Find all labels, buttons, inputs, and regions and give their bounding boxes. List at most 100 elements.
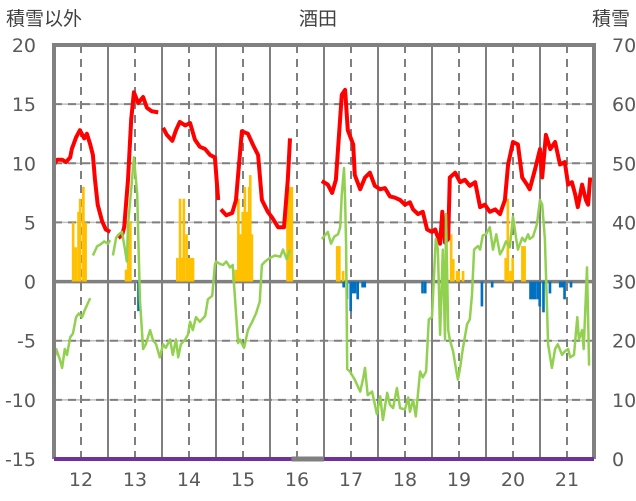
- gridlines: [54, 45, 594, 459]
- bar-positive: [180, 257, 184, 282]
- bar-positive: [506, 198, 510, 282]
- bar-positive: [335, 246, 339, 282]
- bar-positive: [288, 186, 292, 282]
- bar-negative: [542, 281, 545, 313]
- x-tick-label: 20: [501, 469, 525, 491]
- bar-negative: [569, 281, 573, 288]
- bar-negative: [349, 281, 353, 312]
- plot-frame: [52, 43, 596, 462]
- bar-positive: [84, 222, 87, 282]
- bar-positive: [185, 234, 188, 282]
- left-tick-label: 20: [12, 35, 36, 57]
- x-tick-label: 18: [393, 469, 417, 491]
- bar-positive: [241, 211, 245, 282]
- bar-negative: [361, 281, 364, 288]
- bar-positive: [82, 186, 85, 282]
- bar-positive: [78, 198, 82, 282]
- series-lines: [52, 87, 593, 422]
- bar-positive: [248, 175, 252, 282]
- bar-positive: [239, 234, 242, 282]
- x-tick-label: 13: [123, 469, 147, 491]
- left-tick-label: -10: [5, 390, 36, 412]
- bar-positive: [187, 257, 191, 282]
- left-axis-title: 積雪以外: [6, 8, 82, 30]
- x-tick-label: 21: [555, 469, 579, 491]
- bars: [71, 175, 573, 313]
- bar-negative: [356, 281, 360, 300]
- right-tick-label: 30: [612, 272, 636, 294]
- right-tick-label: 60: [612, 94, 636, 116]
- bar-negative: [558, 281, 562, 288]
- bar-positive: [521, 246, 524, 282]
- right-tick-label: 10: [612, 390, 636, 412]
- bar-positive: [338, 246, 341, 282]
- bar-positive: [245, 211, 249, 282]
- bar-negative: [342, 281, 346, 288]
- bar-positive: [504, 257, 508, 282]
- bar-positive: [129, 221, 132, 282]
- left-tick-label: 5: [24, 212, 36, 234]
- left-tick-label: 0: [24, 272, 36, 294]
- bar-negative: [563, 281, 566, 300]
- bar-negative: [538, 281, 542, 307]
- x-tick-label: 15: [231, 469, 255, 491]
- bar-positive: [341, 270, 345, 282]
- chart-title: 酒田: [299, 8, 337, 30]
- bar-negative: [353, 281, 357, 294]
- right-axis-title: 積雪: [592, 8, 630, 30]
- bar-positive: [250, 234, 254, 282]
- bar-negative: [533, 281, 537, 300]
- bar-negative: [531, 281, 535, 300]
- bar-positive: [451, 259, 455, 282]
- x-tick-label: 17: [339, 469, 363, 491]
- bar-positive: [124, 269, 128, 282]
- bar-negative: [490, 281, 494, 288]
- bar-negative: [480, 281, 484, 307]
- bar-negative: [536, 281, 539, 300]
- bar-negative: [561, 281, 564, 288]
- bar-positive: [182, 198, 186, 282]
- series-green-line: [52, 156, 591, 422]
- bar-positive: [523, 246, 526, 282]
- bar-positive: [71, 222, 75, 282]
- bar-negative: [548, 281, 552, 294]
- bar-positive: [461, 270, 465, 282]
- bar-positive: [243, 186, 247, 282]
- right-tick-label: 50: [612, 153, 636, 175]
- bar-positive: [178, 198, 182, 282]
- bar-negative: [529, 281, 532, 300]
- series-red-line: [52, 87, 593, 246]
- left-tick-label: 10: [12, 153, 36, 175]
- x-tick-label: 12: [69, 469, 93, 491]
- bar-positive: [176, 257, 179, 282]
- bar-negative: [137, 281, 140, 312]
- right-tick-label: 0: [612, 449, 624, 471]
- right-tick-label: 70: [612, 35, 636, 57]
- x-tick-label: 16: [285, 469, 309, 491]
- right-tick-label: 20: [612, 331, 636, 353]
- left-tick-label: 15: [12, 94, 36, 116]
- x-tick-label: 19: [447, 469, 471, 491]
- bar-positive: [290, 186, 294, 282]
- bar-positive: [509, 270, 512, 282]
- bar-positive: [457, 270, 461, 282]
- plot-border: [52, 43, 596, 459]
- bar-positive: [191, 257, 195, 282]
- left-tick-label: -15: [5, 449, 36, 471]
- bar-positive: [286, 186, 289, 282]
- bar-positive: [455, 270, 459, 282]
- bar-positive: [77, 211, 80, 282]
- left-tick-label: -5: [17, 331, 36, 353]
- x-tick-label: 14: [177, 469, 201, 491]
- bar-positive: [449, 234, 453, 282]
- bar-positive: [237, 198, 240, 282]
- bar-positive: [189, 257, 193, 282]
- bar-negative: [423, 281, 427, 294]
- bar-negative: [351, 281, 355, 294]
- bar-positive: [74, 247, 78, 282]
- bar-positive: [234, 269, 238, 282]
- bar-negative: [421, 281, 424, 294]
- bar-positive: [511, 257, 515, 282]
